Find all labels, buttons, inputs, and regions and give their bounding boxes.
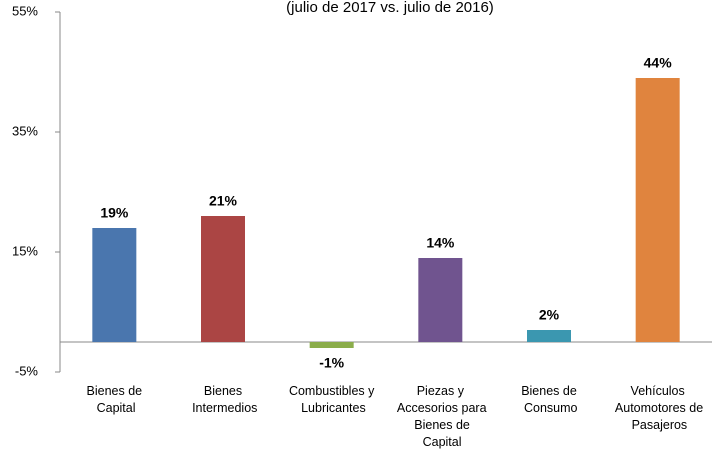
value-label: 2%: [539, 307, 560, 323]
bar: [201, 216, 245, 342]
value-label: 44%: [644, 55, 673, 71]
y-tick-label: 55%: [12, 3, 38, 18]
y-tick-label: 35%: [12, 123, 38, 138]
x-tick-label: Bienes de Capital: [87, 384, 143, 415]
bar: [92, 228, 137, 342]
value-label: 19%: [100, 205, 129, 221]
x-tick-label: Vehículos Automotores de Pasajeros: [612, 384, 703, 432]
x-tick-label: Combustibles y Lubricantes: [289, 384, 375, 415]
bar: [309, 342, 354, 348]
y-tick-label: 15%: [12, 243, 38, 258]
x-tick-label: Bienes Intermedios: [189, 384, 258, 415]
x-tick-label: Bienes de Consumo: [521, 384, 578, 415]
bar: [418, 258, 463, 342]
chart-subtitle: (julio de 2017 vs. julio de 2016): [286, 0, 494, 16]
value-label: -1%: [319, 355, 344, 371]
x-tick-label: Piezas y Accesorios para Bienes de Capit…: [394, 384, 486, 449]
value-label: 21%: [209, 193, 238, 209]
bar: [527, 330, 571, 342]
y-tick-label: -5%: [15, 363, 39, 378]
value-label: 14%: [426, 235, 455, 251]
bar: [635, 78, 680, 342]
